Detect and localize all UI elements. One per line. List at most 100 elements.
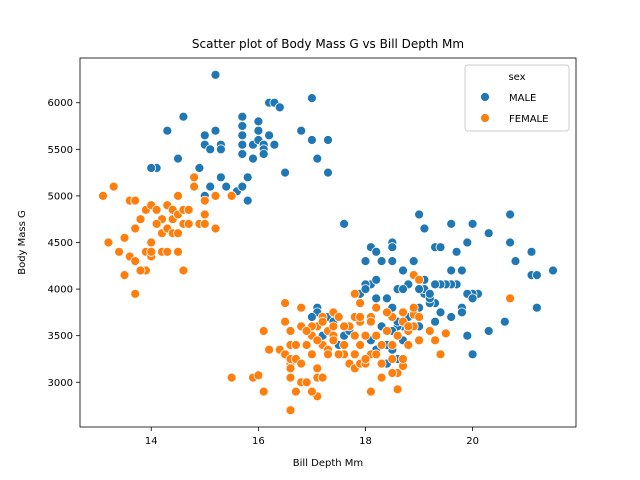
data-point-male [205, 181, 216, 192]
x-tick-label: 18 [359, 436, 372, 447]
legend-title: sex [508, 72, 525, 83]
data-point-female [296, 302, 307, 313]
data-point-female [146, 246, 157, 257]
data-point-female [135, 214, 146, 225]
data-point-female [173, 190, 183, 201]
data-point-male [242, 195, 253, 206]
data-point-male [274, 102, 285, 113]
data-point-male [237, 111, 248, 122]
data-point-male [264, 130, 275, 141]
data-point-male [526, 246, 537, 257]
data-point-female [387, 354, 398, 364]
data-point-male [215, 144, 226, 155]
data-point-female [365, 316, 376, 327]
data-point-female [280, 316, 291, 327]
data-point-female [189, 181, 200, 192]
data-point-male [408, 256, 419, 267]
data-point-female [130, 223, 141, 234]
data-point-male [205, 144, 216, 155]
data-point-male [312, 153, 323, 164]
data-point-male [237, 149, 248, 159]
data-point-male [280, 167, 291, 178]
y-tick-label: 5000 [48, 191, 73, 202]
data-point-female [173, 228, 183, 239]
data-point-female [360, 354, 371, 364]
y-tick-label: 3500 [48, 331, 73, 342]
data-point-female [199, 195, 210, 206]
data-point-male [360, 256, 371, 267]
data-point-female [387, 368, 398, 378]
data-point-female [355, 312, 366, 322]
data-point-male [532, 302, 542, 313]
data-point-male [371, 246, 382, 257]
data-point-female [392, 330, 403, 341]
x-axis: 14 16 18 20 [145, 427, 479, 447]
data-point-female [414, 274, 425, 285]
data-point-female [371, 302, 382, 313]
data-point-male [398, 284, 408, 295]
data-point-male [253, 125, 264, 136]
data-point-female [264, 344, 275, 355]
data-point-female [392, 384, 403, 395]
data-point-female [183, 218, 194, 229]
data-point-female [403, 340, 414, 350]
data-point-male [371, 293, 382, 304]
data-point-female [414, 312, 425, 322]
data-point-female [290, 340, 301, 350]
data-point-female [328, 321, 339, 332]
x-tick-label: 16 [252, 436, 265, 447]
data-point-male [381, 293, 392, 304]
data-point-male [237, 181, 248, 192]
data-point-male [446, 265, 457, 276]
data-point-male [462, 237, 473, 248]
legend-label-male: MALE [509, 93, 536, 104]
data-point-male [499, 316, 510, 327]
data-point-female [280, 298, 291, 309]
data-point-female [381, 307, 392, 318]
data-point-female [178, 265, 189, 276]
data-point-female [258, 326, 269, 336]
data-point-male [430, 316, 441, 327]
data-point-male [483, 326, 494, 336]
data-point-male [253, 116, 264, 127]
data-point-female [210, 190, 221, 201]
data-point-male [323, 135, 333, 145]
y-tick-label: 4000 [48, 285, 73, 296]
data-point-female [312, 335, 323, 346]
data-point-male [435, 307, 446, 318]
data-point-female [505, 293, 516, 304]
data-point-female [290, 386, 301, 397]
data-point-male [215, 172, 226, 183]
data-point-female [355, 340, 366, 350]
data-point-female [258, 386, 269, 397]
data-point-male [505, 209, 516, 220]
data-point-female [376, 358, 387, 369]
data-point-male [387, 256, 398, 267]
data-point-female [114, 246, 124, 257]
data-point-female [199, 218, 210, 229]
data-point-female [387, 340, 398, 350]
data-point-male [483, 228, 494, 239]
data-point-male [269, 139, 280, 150]
y-tick-label: 6000 [48, 98, 73, 109]
data-point-male [221, 181, 232, 192]
data-point-male [510, 256, 521, 267]
x-axis-label: Bill Depth Mm [293, 458, 363, 469]
data-point-female [98, 190, 108, 201]
data-point-female [189, 172, 200, 183]
data-point-female [226, 190, 237, 201]
data-point-male [451, 246, 462, 257]
data-point-female [146, 237, 157, 248]
data-point-male [387, 242, 398, 253]
data-point-female [199, 209, 210, 220]
data-point-female [376, 340, 387, 350]
data-point-female [430, 335, 441, 346]
data-point-female [306, 349, 317, 360]
data-point-female [301, 377, 312, 388]
data-point-female [398, 307, 408, 318]
data-point-female [381, 326, 392, 336]
data-point-female [226, 372, 237, 383]
data-point-male [446, 218, 457, 229]
data-point-female [349, 330, 360, 341]
data-point-male [162, 125, 173, 136]
